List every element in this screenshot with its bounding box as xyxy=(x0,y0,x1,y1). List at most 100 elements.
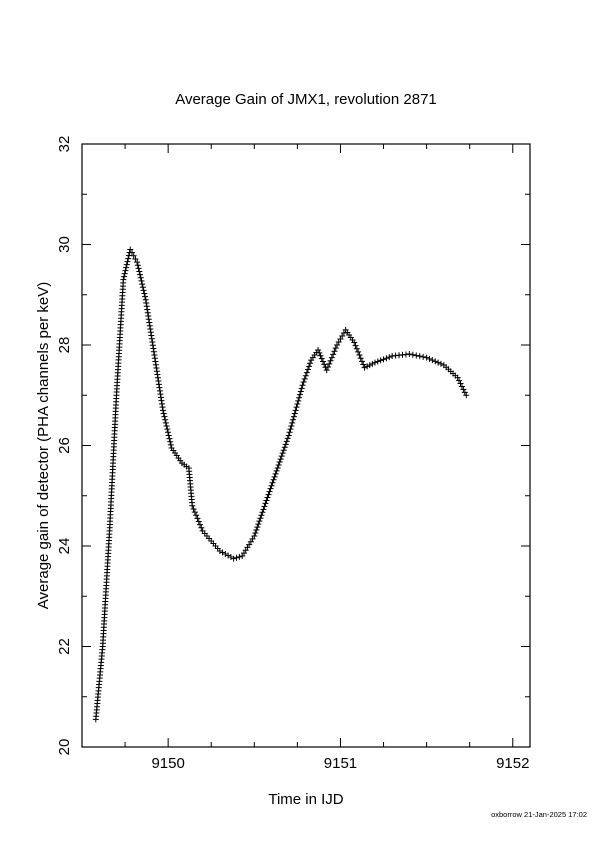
data-point xyxy=(156,387,163,394)
data-point xyxy=(139,281,146,288)
data-point xyxy=(157,394,164,401)
data-point xyxy=(121,270,128,277)
data-point xyxy=(122,267,129,274)
data-point xyxy=(285,432,292,439)
data-point xyxy=(321,361,328,368)
data-point xyxy=(377,357,384,364)
data-point xyxy=(458,383,465,390)
data-point xyxy=(290,416,297,423)
data-point xyxy=(162,419,169,426)
data-point xyxy=(279,450,286,457)
data-point xyxy=(154,371,161,378)
data-point xyxy=(289,419,296,426)
data-point xyxy=(454,374,461,381)
data-point xyxy=(191,509,198,516)
data-point xyxy=(194,515,201,522)
data-point xyxy=(409,351,416,358)
data-point xyxy=(148,332,155,339)
data-point xyxy=(266,488,273,495)
data-point xyxy=(416,353,423,360)
data-point xyxy=(319,358,326,365)
data-point xyxy=(159,404,166,411)
data-point xyxy=(317,352,324,359)
data-point xyxy=(227,554,234,561)
data-point xyxy=(263,497,270,504)
data-point xyxy=(383,355,390,362)
data-point xyxy=(337,335,344,342)
y-tick-label: 24 xyxy=(56,538,73,555)
data-point xyxy=(316,349,323,356)
data-point xyxy=(120,276,127,283)
data-point xyxy=(148,335,155,342)
data-point xyxy=(463,392,470,399)
data-point xyxy=(332,345,339,352)
data-point xyxy=(251,532,258,539)
data-point xyxy=(423,354,430,361)
data-point xyxy=(386,354,393,361)
data-point xyxy=(150,348,157,355)
data-point xyxy=(144,309,151,316)
data-point xyxy=(143,300,150,307)
data-point xyxy=(437,360,444,367)
data-point xyxy=(366,362,373,369)
data-point xyxy=(193,512,200,519)
data-point xyxy=(142,296,149,303)
data-point xyxy=(420,353,427,360)
data-point xyxy=(137,274,144,281)
data-point xyxy=(380,356,387,363)
data-point xyxy=(164,426,171,433)
data-point xyxy=(153,365,160,372)
data-point xyxy=(167,441,174,448)
data-point xyxy=(165,429,172,436)
data-point xyxy=(429,357,436,364)
x-tick-label: 9152 xyxy=(496,755,529,772)
data-point xyxy=(287,426,294,433)
data-point xyxy=(146,319,153,326)
data-point xyxy=(166,435,173,442)
data-point xyxy=(271,473,278,480)
data-point xyxy=(369,360,376,367)
data-point xyxy=(132,255,139,262)
y-tick-label: 22 xyxy=(56,638,73,655)
data-point xyxy=(160,410,167,417)
data-point xyxy=(324,363,331,370)
data-point xyxy=(426,355,433,362)
data-point xyxy=(298,385,305,392)
data-point xyxy=(296,394,303,401)
y-tick-label: 28 xyxy=(56,337,73,354)
data-point xyxy=(326,360,333,367)
data-point xyxy=(278,453,285,460)
data-point xyxy=(353,345,360,352)
data-point xyxy=(272,470,279,477)
data-point xyxy=(256,518,263,525)
data-point xyxy=(460,386,467,393)
data-point xyxy=(124,258,131,265)
data-point xyxy=(355,348,362,355)
data-point xyxy=(334,342,341,348)
data-point xyxy=(137,271,144,278)
data-point xyxy=(318,355,325,362)
data-point xyxy=(261,503,268,510)
axis-ticks xyxy=(81,143,530,748)
data-point xyxy=(371,359,378,366)
data-point xyxy=(315,347,322,354)
data-point xyxy=(457,380,464,387)
data-point xyxy=(198,524,205,531)
data-point xyxy=(147,329,154,336)
data-point xyxy=(134,262,141,269)
data-point xyxy=(276,459,283,466)
data-point xyxy=(156,384,163,391)
data-point xyxy=(364,363,371,370)
data-point xyxy=(351,339,358,346)
chart-title: Average Gain of JMX1, revolution 2871 xyxy=(175,91,437,108)
data-point xyxy=(413,352,420,359)
data-point xyxy=(142,293,149,300)
data-point xyxy=(147,326,154,333)
data-point xyxy=(134,259,141,266)
data-point xyxy=(356,352,363,359)
data-point xyxy=(255,521,262,528)
data-point xyxy=(275,462,282,469)
data-point xyxy=(167,438,174,445)
data-point xyxy=(291,410,298,417)
